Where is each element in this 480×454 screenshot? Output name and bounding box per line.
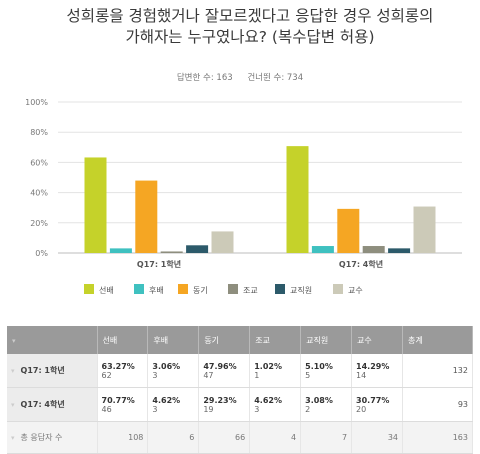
table-cell: 29.23%19: [199, 388, 250, 422]
header-col[interactable]: 동기: [199, 326, 250, 354]
table-cell: 4: [250, 422, 301, 454]
y-tick-label: 60%: [30, 158, 48, 167]
y-tick-label: 80%: [30, 128, 48, 137]
legend-swatch: [333, 284, 343, 294]
table-cell: 7: [301, 422, 352, 454]
x-tick-label: Q17: 4학년: [339, 259, 383, 269]
answered-count: 답변한 수: 163: [177, 73, 233, 83]
table-cell: 108: [97, 422, 148, 454]
header-col[interactable]: 선배: [97, 326, 148, 354]
legend-label: 교수: [348, 286, 363, 295]
header-col[interactable]: 후배: [148, 326, 199, 354]
row-label[interactable]: ▾Q17: 1학년: [7, 354, 97, 388]
table-cell: 1.02%1: [250, 354, 301, 388]
header-col[interactable]: 교수: [352, 326, 403, 354]
bar: [212, 231, 234, 253]
bar: [110, 248, 132, 253]
question-title: 성희롱을 경험했거나 잘모르겠다고 응답한 경우 성희롱의 가해자는 누구였나요…: [60, 6, 440, 48]
bar: [337, 209, 359, 253]
bar: [186, 245, 208, 253]
bar: [414, 207, 436, 253]
table-cell: 30.77%20: [352, 388, 403, 422]
row-label[interactable]: ▾Q17: 4학년: [7, 388, 97, 422]
table-cell: 34: [352, 422, 403, 454]
chevron-down-icon[interactable]: ▾: [12, 337, 16, 345]
bar-chart: 0% 20% 40% 60% 80% 100% Q17: 1학년 Q17: 4학년선배 후배 동기…: [0, 88, 480, 313]
bar: [161, 251, 183, 253]
legend-swatch: [228, 284, 238, 294]
legend-label: 선배: [99, 286, 114, 295]
bar: [287, 146, 309, 253]
legend-label: 동기: [193, 286, 208, 295]
y-tick-label: 100%: [25, 98, 48, 107]
bar: [388, 248, 410, 253]
results-table: ▾ 선배 후배 동기 조교 교직원 교수 총계 ▾Q17: 1학년 63.27%…: [7, 326, 473, 454]
chevron-down-icon[interactable]: ▾: [11, 401, 15, 409]
results-table-container: ▾ 선배 후배 동기 조교 교직원 교수 총계 ▾Q17: 1학년 63.27%…: [7, 326, 473, 454]
table-cell: 4.62%3: [148, 388, 199, 422]
legend-swatch: [178, 284, 188, 294]
table-cell: 6: [148, 422, 199, 454]
x-tick-label: Q17: 1학년: [137, 259, 181, 269]
chevron-down-icon[interactable]: ▾: [11, 367, 15, 375]
table-cell: 14.29%14: [352, 354, 403, 388]
table-cell: 70.77%46: [97, 388, 148, 422]
table-cell: 63.27%62: [97, 354, 148, 388]
bar: [85, 157, 107, 253]
legend-label: 교직원: [290, 285, 312, 295]
table-cell: 66: [199, 422, 250, 454]
row-label[interactable]: ▾총 응답자 수: [7, 422, 97, 454]
legend-swatch: [84, 284, 94, 294]
y-tick-label: 0%: [35, 249, 48, 258]
header-col[interactable]: 조교: [250, 326, 301, 354]
header-col[interactable]: 총계: [403, 326, 473, 354]
row-total: 93: [403, 388, 473, 422]
grand-total: 163: [403, 422, 473, 454]
table-cell: 3.06%3: [148, 354, 199, 388]
bar: [135, 181, 157, 253]
legend-label: 후배: [149, 286, 164, 295]
chevron-down-icon[interactable]: ▾: [11, 434, 15, 442]
bar: [363, 246, 385, 253]
y-tick-label: 40%: [30, 189, 48, 198]
bar: [312, 246, 334, 253]
header-col[interactable]: 교직원: [301, 326, 352, 354]
table-row: ▾Q17: 4학년 70.77%46 4.62%3 29.23%19 4.62%…: [7, 388, 473, 422]
skipped-count: 건너뛴 수: 734: [247, 73, 303, 83]
legend-swatch: [134, 284, 144, 294]
table-cell: 4.62%3: [250, 388, 301, 422]
legend-swatch: [275, 284, 285, 294]
row-total: 132: [403, 354, 473, 388]
legend-label: 조교: [243, 286, 258, 295]
y-tick-label: 20%: [30, 219, 48, 228]
table-cell: 3.08%2: [301, 388, 352, 422]
table-row: ▾Q17: 1학년 63.27%62 3.06%3 47.96%47 1.02%…: [7, 354, 473, 388]
response-counts: 답변한 수: 163 건너뛴 수: 734: [0, 71, 480, 83]
table-total-row: ▾총 응답자 수 108 6 66 4 7 34 163: [7, 422, 473, 454]
table-header-row: ▾ 선배 후배 동기 조교 교직원 교수 총계: [7, 326, 473, 354]
header-blank: ▾: [7, 326, 97, 354]
table-cell: 5.10%5: [301, 354, 352, 388]
table-cell: 47.96%47: [199, 354, 250, 388]
